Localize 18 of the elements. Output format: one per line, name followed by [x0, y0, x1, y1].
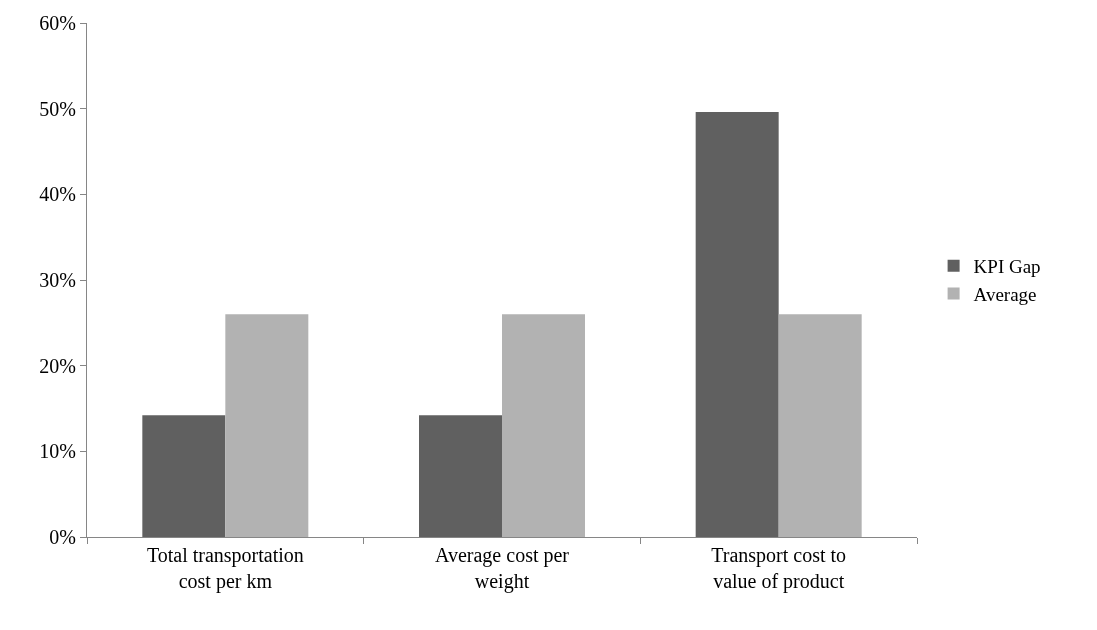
y-tick-label: 0% — [49, 526, 76, 548]
y-tick-label: 10% — [39, 440, 76, 463]
y-tick-label: 50% — [39, 97, 76, 120]
x-tick-label: Average cost per weight — [434, 544, 570, 593]
legend-label: Average — [973, 283, 1037, 305]
legend-label: KPI Gap — [973, 256, 1041, 278]
x-tick-label: Transport cost to value of product — [711, 544, 847, 593]
bar — [502, 314, 585, 537]
bar — [419, 415, 502, 537]
y-tick-label: 20% — [39, 354, 76, 377]
bar — [225, 314, 309, 537]
y-tick-label: 40% — [39, 183, 76, 206]
bar — [142, 415, 226, 537]
y-tick-label: 30% — [39, 269, 76, 291]
bar — [695, 112, 779, 537]
y-tick-label: 60% — [39, 12, 76, 34]
x-tick-label: Total transportation cost per km — [146, 544, 304, 593]
bar — [778, 314, 862, 537]
